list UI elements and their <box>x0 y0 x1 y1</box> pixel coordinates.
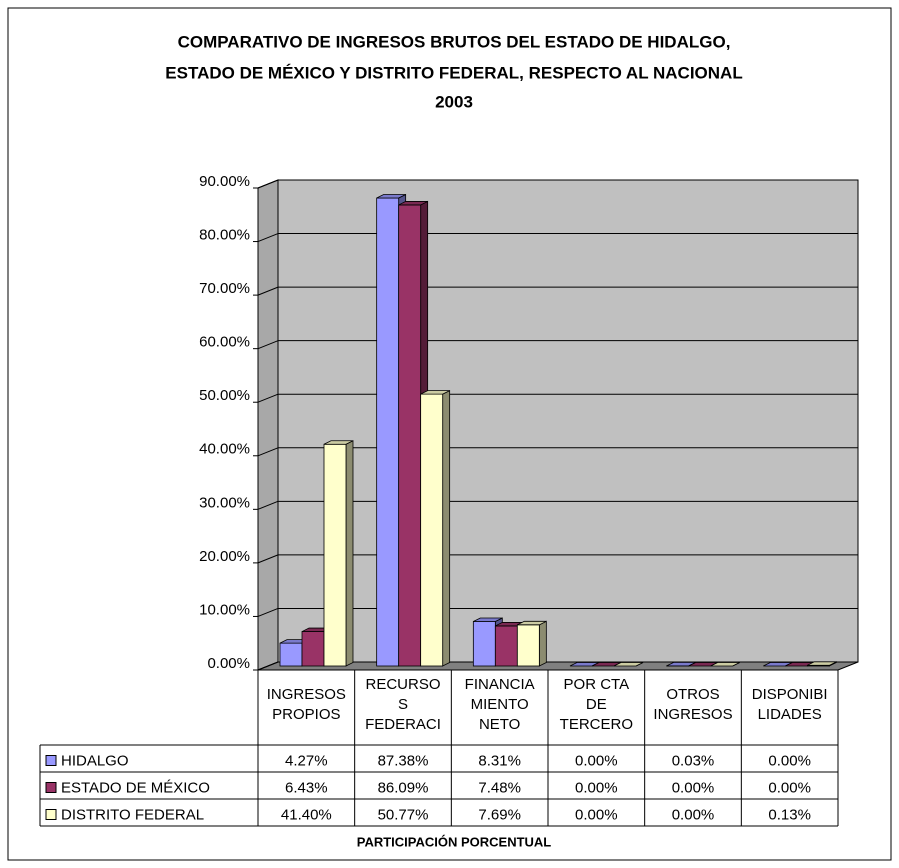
data-label: 86.09% <box>378 779 429 796</box>
bar-side <box>442 389 451 667</box>
x-tick-label: OTROS <box>666 686 719 703</box>
grid-line <box>257 286 279 296</box>
data-label: 0.00% <box>768 779 811 796</box>
x-tick-label: PROPIOS <box>272 706 340 723</box>
legend-swatch <box>45 809 57 820</box>
x-axis-label: PARTICIPACIÓN PORCENTUAL <box>357 834 552 849</box>
data-label: 7.48% <box>478 779 521 796</box>
chart-title: 2003 <box>435 92 473 111</box>
bar-front <box>279 642 303 667</box>
data-label: 0.00% <box>672 779 715 796</box>
data-label: 0.00% <box>768 752 811 769</box>
grid-line <box>257 554 279 564</box>
legend-label: DISTRITO FEDERAL <box>61 806 204 823</box>
bar-front <box>494 625 518 667</box>
y-tick-label: 60.00% <box>199 334 250 351</box>
grid-line <box>257 233 279 243</box>
x-tick-label: LIDADES <box>758 706 822 723</box>
x-tick-label: TERCERO <box>560 716 633 733</box>
x-tick-label: NETO <box>479 716 520 733</box>
x-tick-label: S <box>398 696 408 713</box>
y-tick-label: 50.00% <box>199 387 250 404</box>
data-label: 6.43% <box>285 779 328 796</box>
x-tick-label: DE <box>586 696 607 713</box>
data-label: 0.00% <box>575 752 618 769</box>
grid-line <box>257 607 279 617</box>
bar-top <box>517 620 547 626</box>
bar-top <box>710 662 740 667</box>
data-label: 7.69% <box>478 806 521 823</box>
x-tick-label: RECURSO <box>365 676 440 693</box>
y-tick-label: 90.00% <box>199 173 250 190</box>
bar-front <box>472 621 496 667</box>
legend-swatch <box>45 755 57 766</box>
bar-front <box>376 197 400 667</box>
y-tick-label: 30.00% <box>199 494 250 511</box>
bar-top <box>398 201 428 206</box>
x-tick-label: DISPONIBI <box>752 686 828 703</box>
data-label: 0.03% <box>672 752 715 769</box>
grid-line <box>257 447 279 457</box>
legend-swatch <box>45 782 57 793</box>
bar-front <box>420 393 444 667</box>
bar-top <box>420 390 450 395</box>
data-label: 50.77% <box>378 806 429 823</box>
side-wall <box>257 179 279 671</box>
x-tick-label: FEDERACI <box>365 716 441 733</box>
back-wall <box>277 179 859 663</box>
grid-line <box>257 500 279 510</box>
bar-side <box>345 440 354 667</box>
data-label: 87.38% <box>378 752 429 769</box>
bar-top <box>376 194 406 199</box>
bar-top <box>473 617 503 622</box>
legend-label: HIDALGO <box>61 752 129 769</box>
bar-side <box>538 620 547 667</box>
grid-line <box>257 340 279 350</box>
bar <box>806 661 837 667</box>
data-label: 0.13% <box>768 806 811 823</box>
y-tick-label: 0.00% <box>207 655 250 672</box>
bar-top <box>323 440 354 445</box>
bar <box>613 662 644 667</box>
grid-line <box>257 179 279 189</box>
chart-title: COMPARATIVO DE INGRESOS BRUTOS DEL ESTAD… <box>178 32 731 51</box>
x-tick-label: MIENTO <box>471 696 529 713</box>
data-label: 0.00% <box>575 806 618 823</box>
data-label: 0.00% <box>672 806 715 823</box>
bar <box>710 662 740 667</box>
y-tick-label: 80.00% <box>199 227 250 244</box>
x-tick-label: INGRESOS <box>653 706 732 723</box>
chart-title: ESTADO DE MÉXICO Y DISTRITO FEDERAL, RES… <box>165 63 742 82</box>
bar-top <box>807 661 837 666</box>
y-tick-label: 70.00% <box>199 280 250 297</box>
data-label: 8.31% <box>478 752 521 769</box>
grid-line <box>257 661 279 671</box>
bar-front <box>301 631 325 667</box>
bar <box>323 440 354 667</box>
bar-front <box>323 443 347 667</box>
bar <box>516 620 547 667</box>
bar-front <box>398 204 422 667</box>
legend-label: ESTADO DE MÉXICO <box>61 779 210 796</box>
x-tick-label: FINANCIA <box>465 676 535 693</box>
grid-line <box>257 393 279 403</box>
data-label: 4.27% <box>285 752 328 769</box>
y-tick-label: 20.00% <box>199 548 250 565</box>
y-tick-label: 40.00% <box>199 441 250 458</box>
x-tick-label: POR CTA <box>564 676 630 693</box>
bar-front <box>516 624 540 667</box>
bar <box>420 389 451 667</box>
x-tick-label: INGRESOS <box>267 686 346 703</box>
bar-top <box>613 662 644 667</box>
y-tick-label: 10.00% <box>199 601 250 618</box>
data-label: 0.00% <box>575 779 618 796</box>
data-label: 41.40% <box>281 806 332 823</box>
